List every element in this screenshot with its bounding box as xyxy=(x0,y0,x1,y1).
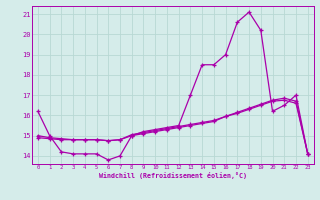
X-axis label: Windchill (Refroidissement éolien,°C): Windchill (Refroidissement éolien,°C) xyxy=(99,172,247,179)
